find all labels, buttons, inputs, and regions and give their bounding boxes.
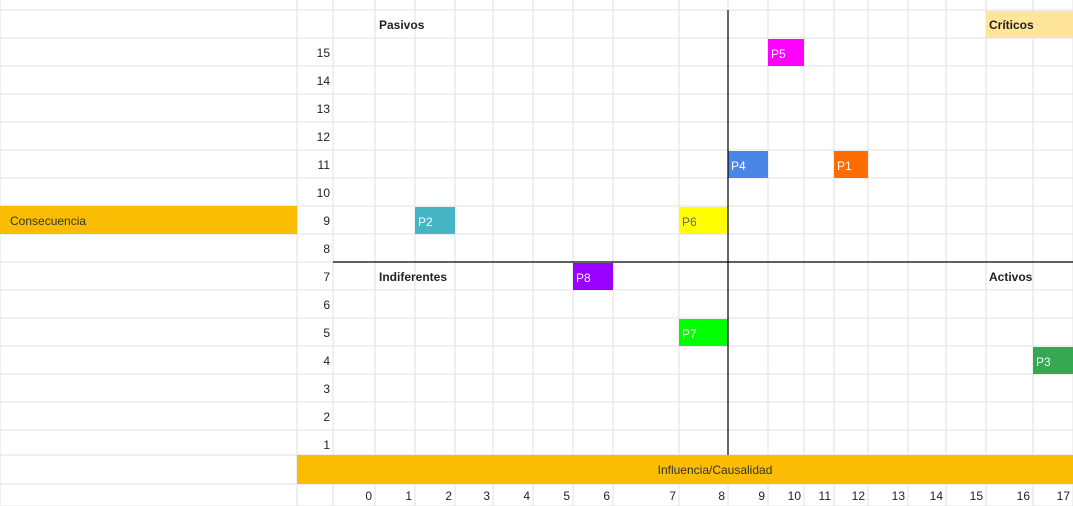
y-tick-label: 3 [323, 382, 330, 396]
data-points: P5 P4 P1 P2 P6 P8 P7 P3 [415, 39, 1073, 374]
x-tick-label: 9 [758, 489, 765, 503]
point-marker [679, 207, 728, 234]
point-label: P4 [731, 159, 746, 173]
x-tick-label: 8 [718, 489, 725, 503]
quadrant-label: Pasivos [379, 18, 425, 32]
x-tick-label: 17 [1057, 489, 1071, 503]
y-axis-band [0, 206, 297, 234]
point-label: P6 [682, 215, 697, 229]
x-tick-label: 10 [788, 489, 802, 503]
point-marker [768, 39, 804, 66]
y-tick-label: 9 [323, 214, 330, 228]
y-axis-label: Consecuencia [10, 214, 86, 228]
x-tick-label: 4 [523, 489, 530, 503]
x-tick-label: 1 [405, 489, 412, 503]
y-tick-label: 2 [323, 410, 330, 424]
y-tick-label: 8 [323, 242, 330, 256]
x-tick-label: 12 [852, 489, 866, 503]
point-label: P5 [771, 47, 786, 61]
point-label: P1 [837, 159, 852, 173]
point-label: P8 [576, 271, 591, 285]
quadrant-highlight [986, 11, 1073, 38]
quadrant-label: Críticos [989, 18, 1034, 32]
quadrant-labels: Pasivos Críticos Indiferentes Activos [379, 11, 1073, 284]
y-tick-label: 13 [317, 102, 331, 116]
x-axis-band [297, 455, 1073, 484]
point-marker [1033, 347, 1073, 374]
point-marker [415, 207, 455, 234]
x-tick-label: 13 [892, 489, 906, 503]
quadrant-label: Indiferentes [379, 270, 447, 284]
y-tick-label: 1 [323, 438, 330, 452]
y-tick-label: 5 [323, 326, 330, 340]
y-tick-label: 11 [318, 158, 331, 172]
point-label: P3 [1036, 355, 1051, 369]
point-label: P7 [682, 327, 697, 341]
y-tick-label: 7 [323, 270, 330, 284]
y-tick-label: 4 [323, 354, 330, 368]
x-tick-label: 11 [819, 489, 832, 503]
x-tick-label: 6 [603, 489, 610, 503]
y-tick-label: 6 [323, 298, 330, 312]
x-tick-label: 7 [669, 489, 676, 503]
x-tick-label: 5 [563, 489, 570, 503]
x-tick-label: 16 [1017, 489, 1031, 503]
x-tick-labels: 0 1 2 3 4 5 6 7 8 9 10 11 12 13 14 15 16 17 [365, 489, 1070, 503]
x-axis-label: Influencia/Causalidad [658, 463, 773, 477]
x-tick-label: 2 [445, 489, 452, 503]
y-tick-label: 12 [317, 130, 331, 144]
point-label: P2 [418, 215, 433, 229]
x-tick-label: 3 [483, 489, 490, 503]
point-marker [573, 263, 613, 290]
x-tick-label: 15 [970, 489, 984, 503]
x-tick-label: 0 [365, 489, 372, 503]
y-tick-label: 15 [317, 46, 331, 60]
point-marker [834, 151, 868, 178]
quadrant-label: Activos [989, 270, 1033, 284]
point-marker [679, 319, 728, 346]
point-marker [728, 151, 768, 178]
y-tick-label: 14 [317, 74, 331, 88]
x-tick-label: 14 [930, 489, 944, 503]
y-tick-label: 10 [317, 186, 331, 200]
